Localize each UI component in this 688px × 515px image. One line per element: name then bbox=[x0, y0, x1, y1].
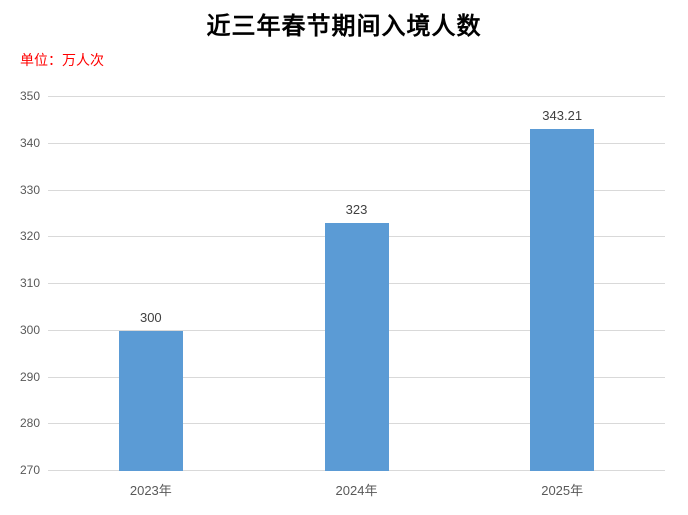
unit-label: 单位：万人次 bbox=[20, 52, 104, 68]
bar-value-label: 300 bbox=[139, 309, 162, 325]
y-tick-label: 330 bbox=[19, 182, 40, 197]
category-slot: 343.21 2025年 bbox=[459, 97, 665, 498]
gridline bbox=[48, 96, 665, 97]
y-tick-label: 280 bbox=[19, 416, 40, 431]
y-tick-label: 290 bbox=[19, 369, 40, 384]
gridline bbox=[48, 142, 665, 144]
plot-area: 270 280 290 300 310 320 330 340 350 300 2023年 323 2… bbox=[20, 89, 665, 498]
y-tick-label: 350 bbox=[19, 89, 40, 103]
category-slot: 300 2023年 bbox=[48, 97, 254, 498]
y-tick-label: 320 bbox=[19, 229, 40, 244]
bar bbox=[324, 223, 389, 471]
x-tick-label: 2023年 bbox=[129, 483, 172, 498]
bars-layer: 300 2023年 323 2024年 343.21 2025年 bbox=[48, 97, 665, 498]
category-slot: 323 2024年 bbox=[254, 97, 460, 498]
y-tick-label: 340 bbox=[19, 135, 40, 150]
gridline bbox=[48, 189, 665, 191]
x-tick-label: 2025年 bbox=[541, 483, 584, 498]
y-tick-label: 300 bbox=[19, 322, 40, 337]
chart-title: 近三年春节期间入境人数 bbox=[206, 11, 482, 40]
bar bbox=[530, 128, 595, 471]
y-tick-label: 310 bbox=[19, 276, 40, 290]
y-tick-label: 270 bbox=[19, 463, 40, 477]
bar-value-label: 323 bbox=[345, 202, 368, 218]
x-tick-label: 2024年 bbox=[335, 483, 378, 498]
bar-value-label: 343.21 bbox=[542, 107, 583, 123]
bar bbox=[118, 330, 183, 471]
